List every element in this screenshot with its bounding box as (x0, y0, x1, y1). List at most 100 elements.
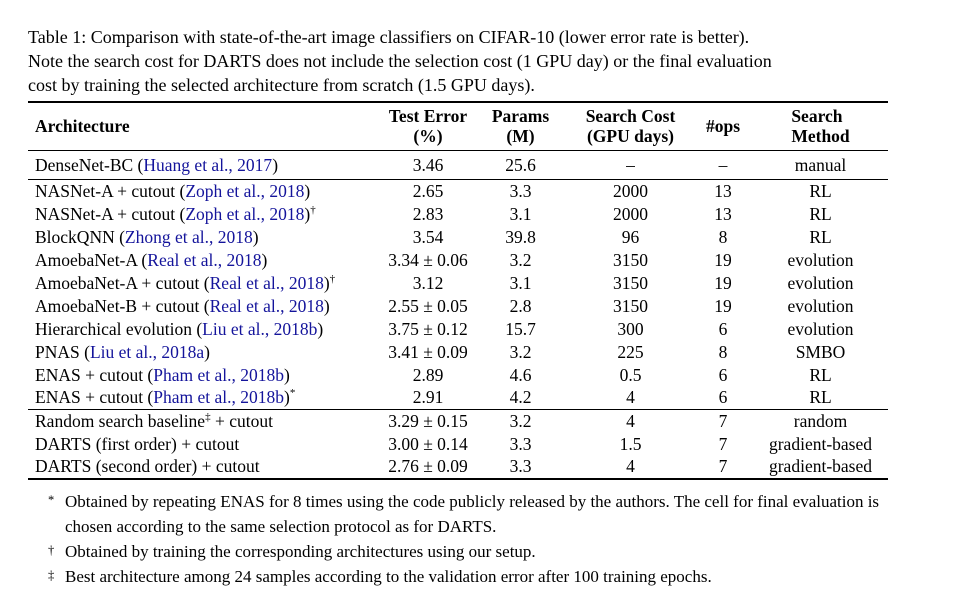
table-row: AmoebaNet-A + cutout (Real et al., 2018)… (28, 272, 888, 295)
architecture-name: + cutout (210, 410, 273, 431)
cell-params: 39.8 (505, 226, 536, 247)
architecture-name: ENAS + cutout ( (35, 364, 154, 385)
cell-architecture: NASNet-A + cutout (Zoph et al., 2018) (28, 180, 383, 203)
cell-ops: 7 (718, 456, 728, 476)
column-header-label: Architecture (35, 116, 130, 136)
column-header-label: Params (M) (491, 106, 550, 146)
cell-method: evolution (787, 295, 854, 316)
cell-method: manual (794, 154, 847, 175)
table-row: ENAS + cutout (Pham et al., 2018b)* 2.91 4… (28, 387, 888, 410)
cell-architecture: DARTS (second order) + cutout (28, 456, 383, 479)
architecture-name: NASNet-A + cutout ( (35, 180, 186, 201)
cell-ops: 8 (718, 226, 728, 247)
architecture-name: ) (252, 226, 259, 247)
cell-search-cost: 2000 (613, 180, 648, 201)
cell-search-cost: 2000 (613, 203, 648, 224)
citation-link[interactable]: Real et al., 2018 (209, 295, 324, 316)
cell-test-error: 2.55 ± 0.05 (388, 295, 468, 316)
cell-ops: 7 (718, 433, 728, 454)
table-row: NASNet-A + cutout (Zoph et al., 2018)† 2.… (28, 203, 888, 226)
citation-link[interactable]: Real et al., 2018 (209, 272, 324, 293)
cell-method: evolution (787, 318, 854, 339)
cell-params: 4.2 (509, 387, 532, 408)
cell-test-error: 3.54 (412, 226, 444, 247)
architecture-name: ) (304, 180, 311, 201)
table-section-1: DenseNet-BC (Huang et al., 2017) 3.46 25.6… (28, 151, 888, 180)
architecture-name: BlockQNN ( (35, 226, 125, 247)
cell-method: SMBO (795, 341, 846, 362)
caption-line-3: cost by training the selected architectu… (28, 75, 535, 95)
architecture-name: ) (284, 387, 290, 408)
caption-line-2: Note the search cost for DARTS does not … (28, 51, 772, 71)
cell-ops: 8 (718, 341, 728, 362)
cell-ops: 13 (714, 180, 732, 201)
footnote-marker-dagger: † (48, 542, 55, 557)
architecture-name: NASNet-A + cutout ( (35, 203, 186, 224)
footnote-star: * Obtained by repeating ENAS for 8 times… (28, 489, 902, 539)
citation-link[interactable]: Liu et al., 2018b (202, 318, 318, 339)
cell-architecture: ENAS + cutout (Pham et al., 2018b)* (28, 387, 383, 410)
architecture-name: ) (204, 341, 210, 362)
cell-search-cost: 96 (621, 226, 640, 247)
cell-params: 3.3 (509, 433, 532, 454)
cell-params: 15.7 (505, 318, 536, 339)
table-header: Architecture Test Error (%) Params (M) Search… (28, 102, 888, 151)
cell-test-error: 3.34 ± 0.06 (388, 249, 468, 270)
architecture-name: ENAS + cutout ( (35, 387, 154, 408)
architecture-name: ) (284, 364, 290, 385)
cell-test-error: 3.12 (412, 272, 444, 293)
cell-search-cost: 225 (617, 341, 644, 362)
header-row: Architecture Test Error (%) Params (M) Search… (28, 102, 888, 151)
architecture-name: ) (304, 203, 311, 224)
citation-link[interactable]: Zoph et al., 2018 (185, 203, 305, 224)
column-header-label: Search Method (791, 106, 850, 146)
cell-method: RL (809, 203, 832, 224)
cell-architecture: Random search baseline‡ + cutout (28, 410, 383, 433)
footnote-dagger: † Obtained by training the corresponding… (28, 539, 902, 564)
cell-architecture: ENAS + cutout (Pham et al., 2018b) (28, 364, 383, 387)
cell-ops: 7 (718, 410, 728, 431)
cell-ops: 19 (714, 249, 732, 270)
citation-link[interactable]: Zoph et al., 2018 (185, 180, 305, 201)
citation-link[interactable]: Liu et al., 2018a (89, 341, 205, 362)
cell-search-cost: 3150 (613, 272, 648, 293)
cell-search-cost: 0.5 (619, 364, 642, 385)
cell-architecture: DenseNet-BC (Huang et al., 2017) (28, 151, 383, 180)
cell-search-cost: 1.5 (619, 433, 642, 454)
cell-params: 3.2 (509, 341, 532, 362)
citation-link[interactable]: Pham et al., 2018b (153, 364, 285, 385)
footnote-text-star: Obtained by repeating ENAS for 8 times u… (65, 491, 880, 536)
cell-architecture: AmoebaNet-B + cutout (Real et al., 2018) (28, 295, 383, 318)
cell-method: gradient-based (768, 433, 872, 454)
cell-params: 3.1 (509, 272, 532, 293)
column-header-search-cost: Search Cost (GPU days) (568, 102, 693, 151)
citation-link[interactable]: Pham et al., 2018b (153, 387, 285, 408)
cell-test-error: 2.76 ± 0.09 (388, 456, 468, 476)
cell-test-error: 3.41 ± 0.09 (388, 341, 468, 362)
cell-params: 3.1 (509, 203, 532, 224)
cell-ops: 6 (718, 318, 728, 339)
cell-search-cost: 3150 (613, 295, 648, 316)
column-header-architecture: Architecture (28, 102, 383, 151)
cell-search-cost: 4 (626, 387, 635, 408)
cell-method: gradient-based (768, 456, 872, 476)
table-row: DARTS (first order) + cutout 3.00 ± 0.14 3… (28, 433, 888, 456)
table-section-2: NASNet-A + cutout (Zoph et al., 2018) 2.6… (28, 179, 888, 410)
column-header-test-error: Test Error (%) (383, 102, 473, 151)
citation-link[interactable]: Real et al., 2018 (147, 249, 262, 270)
cell-ops: – (718, 154, 728, 175)
cell-ops: 6 (718, 364, 728, 385)
architecture-name: AmoebaNet-A + cutout ( (35, 272, 210, 293)
citation-link[interactable]: Huang et al., 2017 (143, 154, 273, 175)
cell-method: RL (809, 364, 832, 385)
cell-architecture: DARTS (first order) + cutout (28, 433, 383, 456)
citation-link[interactable]: Zhong et al., 2018 (124, 226, 253, 247)
cell-ops: 19 (714, 272, 732, 293)
footnote-double-dagger: ‡ Best architecture among 24 samples acc… (28, 564, 902, 589)
column-header-search-method: Search Method (753, 102, 888, 151)
cell-test-error: 3.29 ± 0.15 (388, 410, 468, 431)
cell-architecture: NASNet-A + cutout (Zoph et al., 2018)† (28, 203, 383, 226)
table-caption: Table 1: Comparison with state-of-the-ar… (28, 25, 920, 97)
cell-architecture: PNAS (Liu et al., 2018a) (28, 341, 383, 364)
cell-test-error: 3.46 (412, 154, 444, 175)
